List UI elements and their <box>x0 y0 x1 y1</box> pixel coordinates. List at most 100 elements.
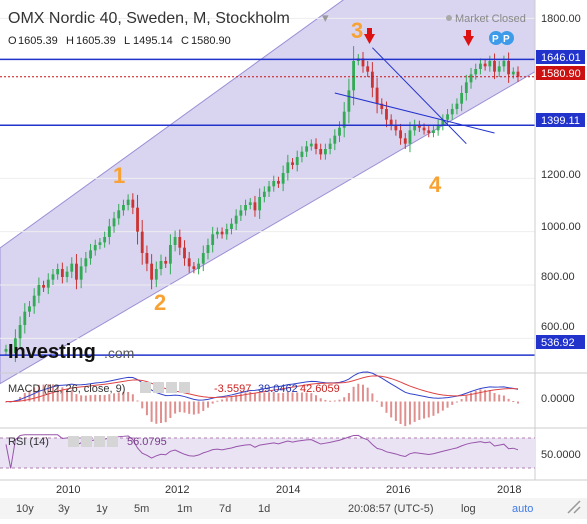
macd-histogram-bar <box>80 395 83 402</box>
badge-536: 536.92 <box>536 335 585 349</box>
candle <box>46 279 50 288</box>
candle <box>403 138 407 144</box>
macd-histogram-bar <box>244 392 247 402</box>
timeframe-5m[interactable]: 5m <box>134 503 149 515</box>
timeframe-1d[interactable]: 1d <box>258 503 270 515</box>
candle <box>42 285 45 288</box>
candle <box>150 263 154 280</box>
macd-histogram-bar <box>249 391 252 402</box>
badge-1399-text: 1399.11 <box>541 115 580 127</box>
settings-icon[interactable] <box>68 436 79 447</box>
macd-histogram-bar <box>488 390 491 402</box>
gear-icon[interactable] <box>166 382 177 393</box>
logo-suffix-text: .com <box>104 345 134 361</box>
macd-histogram-bar <box>94 394 97 402</box>
auto-toggle[interactable]: auto <box>512 503 533 515</box>
pin-p-label: P <box>503 34 510 45</box>
macd-value-2: 39.0462 <box>258 383 298 395</box>
pin-p-icon[interactable]: P <box>489 31 503 45</box>
macd-histogram-bar <box>113 393 116 402</box>
ohlc-h-value: 1605.39 <box>76 35 116 47</box>
timeframe-3y[interactable]: 3y <box>58 503 70 515</box>
macd-panel[interactable]: MACD (12, 26, close, 9) -3.5597 39.0462 … <box>0 371 587 427</box>
candle <box>230 223 233 229</box>
rsi-panel[interactable]: RSI (14) 56.0795 50.0000 <box>0 427 587 469</box>
macd-histogram-bar <box>423 401 426 419</box>
macd-histogram-bar <box>268 392 271 402</box>
macd-histogram-bar <box>329 400 332 402</box>
candle <box>488 61 492 67</box>
logo-main-text: Investing <box>8 341 96 363</box>
wave-label-2: 2 <box>154 290 166 315</box>
macd-line <box>5 371 519 403</box>
macd-histogram-bar <box>352 386 355 402</box>
candle <box>324 149 327 155</box>
edit-icon[interactable] <box>153 382 164 393</box>
pin-p-icon[interactable]: P <box>500 31 514 45</box>
candle <box>107 226 111 237</box>
macd-histogram-bar <box>493 392 496 402</box>
resize-handle-icon[interactable] <box>567 500 581 514</box>
candle <box>201 253 205 264</box>
candle <box>51 274 55 280</box>
macd-histogram-bar <box>225 398 228 402</box>
ohlc-c-label: C <box>181 35 189 47</box>
price-panel[interactable] <box>0 0 536 385</box>
price-tick-800: 800.00 <box>541 271 575 283</box>
macd-histogram-bar <box>84 395 87 402</box>
macd-histogram-bar <box>160 401 163 424</box>
rsi-value: 56.0795 <box>127 436 167 448</box>
ohlc-l-label: L <box>124 35 130 47</box>
macd-histogram-bar <box>206 401 209 408</box>
macd-histogram-bar <box>61 387 64 402</box>
macd-histogram-bar <box>282 392 285 402</box>
macd-histogram-bar <box>437 401 440 414</box>
candle <box>394 125 398 131</box>
x-label-2018: 2018 <box>497 484 521 496</box>
macd-histogram-bar <box>446 401 449 408</box>
candle <box>197 263 200 269</box>
edit-icon[interactable] <box>81 436 92 447</box>
macd-value-1: -3.5597 <box>214 383 251 395</box>
candle <box>79 266 83 280</box>
macd-histogram-bar <box>418 401 421 420</box>
candle <box>253 202 257 211</box>
macd-histogram-bar <box>380 401 383 407</box>
market-status-dot-icon <box>446 15 452 21</box>
candle <box>352 61 356 91</box>
timeframe-1y[interactable]: 1y <box>96 503 108 515</box>
timeframe-10y[interactable]: 10y <box>16 503 34 515</box>
chevron-down-icon[interactable]: ▾ <box>322 10 329 25</box>
clock: 20:08:57 (UTC-5) <box>348 503 434 515</box>
price-grid <box>0 17 535 339</box>
candle <box>192 266 196 269</box>
timeframe-7d[interactable]: 7d <box>219 503 231 515</box>
macd-histogram-bar <box>164 401 167 423</box>
close-icon[interactable] <box>179 382 190 393</box>
macd-histogram-bar <box>371 393 374 402</box>
macd-histogram-bar <box>216 400 219 402</box>
candle <box>295 157 299 165</box>
timeframe-1m[interactable]: 1m <box>177 503 192 515</box>
x-label-2014: 2014 <box>276 484 300 496</box>
x-axis: 2010 2012 2014 2016 2018 <box>0 479 587 496</box>
macd-axis-label: 0.0000 <box>541 393 575 405</box>
candle <box>136 207 139 232</box>
candle <box>375 87 379 104</box>
macd-histogram-bar <box>305 392 308 402</box>
close-icon[interactable] <box>107 436 118 447</box>
settings-icon[interactable] <box>140 382 151 393</box>
badge-1646: 1646.01 <box>536 50 585 64</box>
macd-histogram-bar <box>197 401 200 414</box>
macd-histogram-bar <box>315 395 318 402</box>
macd-histogram-bar <box>117 392 120 402</box>
macd-histogram-bar <box>56 384 59 402</box>
macd-histogram-bar <box>178 401 181 413</box>
macd-histogram-bar <box>277 393 280 402</box>
macd-histogram-bar <box>258 393 261 402</box>
macd-histogram-bar <box>192 401 195 415</box>
macd-histogram-bar <box>333 400 336 402</box>
gear-icon[interactable] <box>94 436 105 447</box>
log-toggle[interactable]: log <box>461 503 476 515</box>
